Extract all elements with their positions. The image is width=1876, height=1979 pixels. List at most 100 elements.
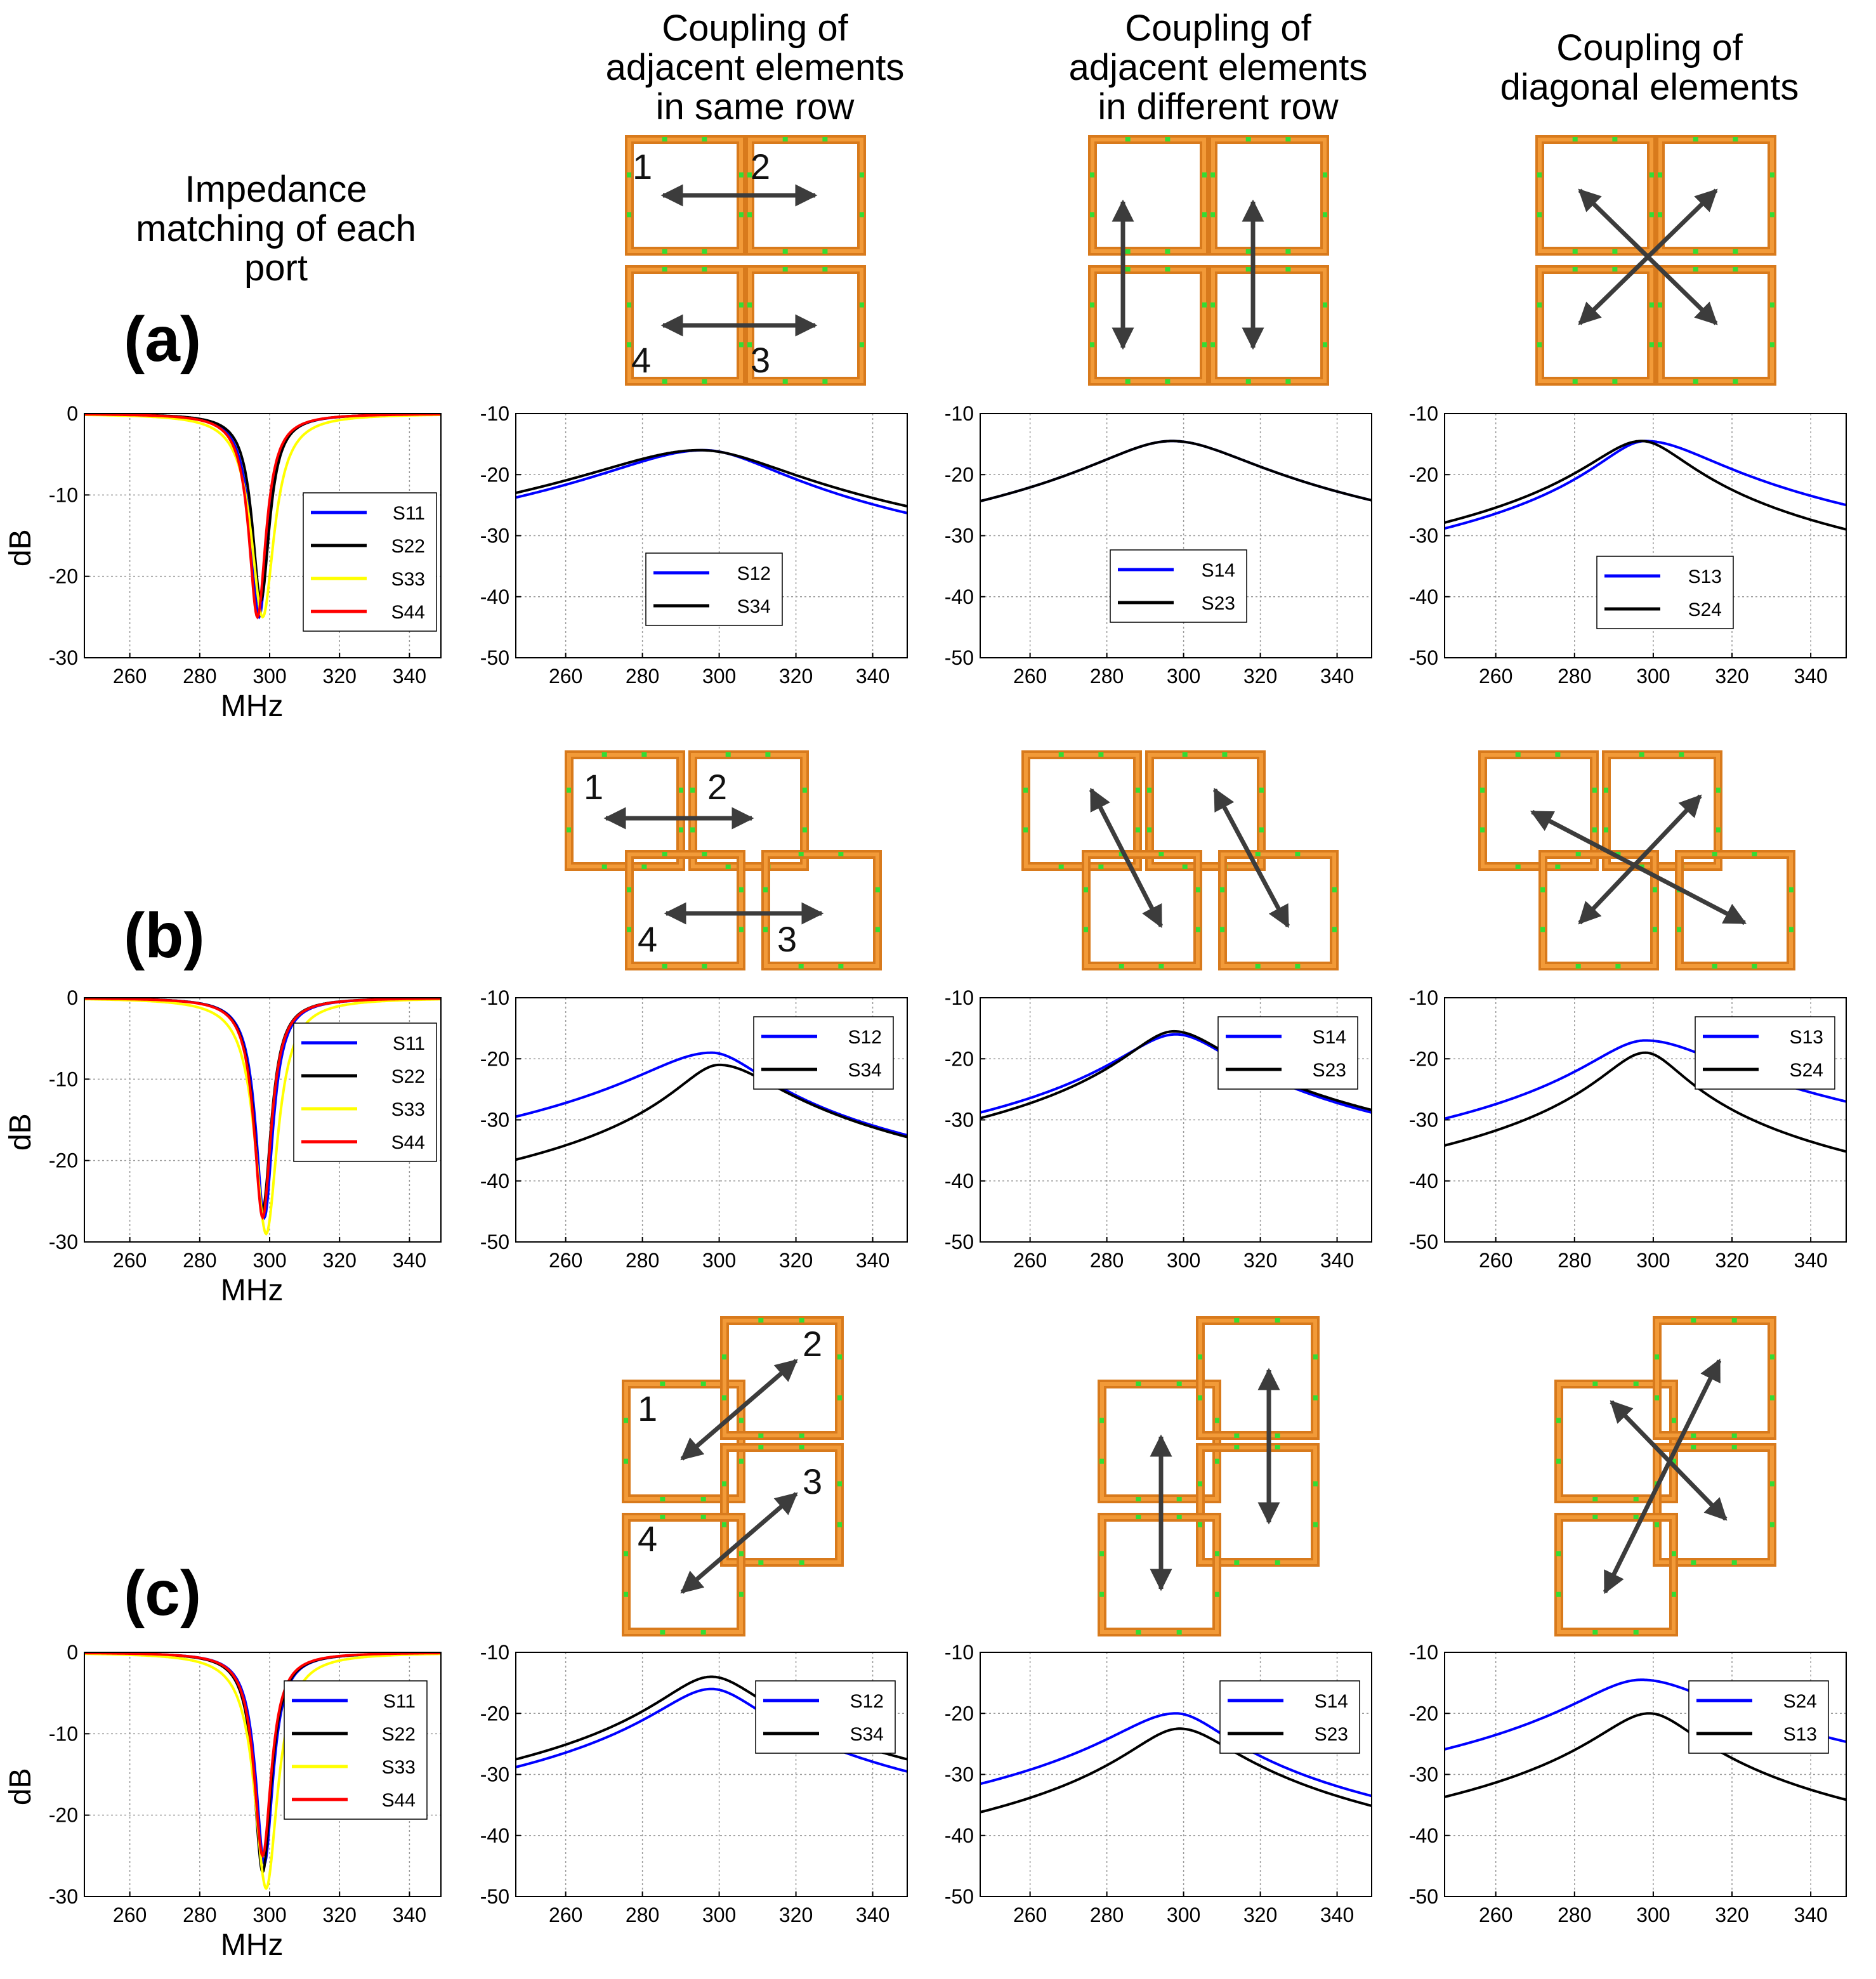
tuning-capacitor	[1480, 827, 1485, 833]
tuning-capacitor	[798, 852, 804, 856]
legend-box	[1596, 556, 1734, 629]
y-tick-label: -10	[480, 986, 509, 1009]
tuning-capacitor	[1234, 1445, 1240, 1449]
row-label-a: (a)	[124, 304, 202, 375]
legend-label-S14: S14	[1315, 1691, 1348, 1712]
x-tick-label: 280	[1558, 1904, 1591, 1926]
x-tick-label: 260	[113, 665, 147, 688]
tuning-capacitor	[782, 137, 788, 141]
tuning-capacitor	[1555, 865, 1561, 869]
tuning-capacitor	[1658, 172, 1662, 178]
tuning-capacitor	[1275, 1318, 1280, 1323]
coupling-arrow	[680, 1492, 798, 1594]
tuning-capacitor	[739, 212, 744, 218]
y-tick-label: -40	[480, 1824, 509, 1847]
legend: S11 S22 S33 S44	[293, 1022, 437, 1162]
tuning-capacitor	[1733, 249, 1738, 254]
tuning-capacitor	[1650, 302, 1654, 308]
tuning-capacitor	[1285, 249, 1291, 254]
tuning-capacitor	[1693, 249, 1698, 254]
plot-frame	[84, 997, 442, 1243]
tuning-capacitor	[758, 1560, 764, 1565]
x-tick-label: 320	[1715, 665, 1748, 688]
header-different-row: Coupling of adjacent elements in differe…	[1028, 9, 1408, 127]
tuning-capacitor	[860, 302, 864, 308]
plot-frame	[1444, 413, 1847, 658]
x-tick-label: 280	[183, 665, 216, 688]
chart-a3: 260 280 300 320 340 -10 -20 -30 -40 -50 S13 S24	[1409, 402, 1847, 688]
x-tick-label: 300	[1167, 665, 1200, 688]
legend-label-S24: S24	[1688, 599, 1722, 620]
tuning-capacitor	[567, 827, 571, 833]
tuning-capacitor	[1770, 1354, 1774, 1360]
x-tick-label: 260	[1479, 665, 1512, 688]
x-tick-label: 280	[626, 1904, 659, 1926]
tuning-capacitor	[1537, 212, 1542, 218]
tuning-capacitor	[1537, 302, 1542, 308]
tuning-capacitor	[860, 212, 864, 218]
legend-box	[1217, 1016, 1358, 1090]
tuning-capacitor	[1672, 1418, 1676, 1423]
x-tick-label: 280	[183, 1249, 216, 1272]
tuning-capacitor	[1556, 1418, 1561, 1423]
y-tick-label: -40	[945, 1824, 974, 1847]
tuning-capacitor	[1295, 852, 1301, 856]
series-line-S24	[1445, 1051, 1846, 1153]
legend: S24 S13	[1688, 1680, 1829, 1754]
y-tick-label: -40	[945, 1170, 974, 1192]
tuning-capacitor	[1165, 379, 1171, 384]
y-tick-label: -20	[1409, 1047, 1438, 1070]
series-line-S14	[980, 1712, 1372, 1798]
x-tick-label: 280	[1558, 1249, 1591, 1272]
tuning-capacitor	[702, 964, 707, 969]
tuning-capacitor	[627, 887, 631, 892]
x-tick-label: 300	[1636, 665, 1670, 688]
tuning-capacitor	[725, 752, 731, 757]
y-tick-label: -20	[945, 463, 974, 486]
tuning-capacitor	[1198, 1522, 1202, 1527]
tuning-capacitor	[1058, 752, 1064, 757]
legend-box	[645, 552, 783, 626]
series-line-S44	[84, 414, 441, 620]
port-label: 1	[584, 767, 603, 807]
tuning-capacitor	[1650, 172, 1654, 178]
coil-element	[1088, 265, 1209, 386]
tuning-capacitor	[662, 267, 667, 271]
series-line-S23	[980, 1727, 1372, 1813]
tuning-capacitor	[1098, 865, 1104, 869]
y-tick-label: -10	[49, 483, 78, 506]
tuning-capacitor	[1712, 964, 1717, 969]
tuning-capacitor	[1575, 964, 1581, 969]
tuning-capacitor	[758, 1318, 764, 1323]
tuning-capacitor	[1202, 302, 1207, 308]
legend-label-S13: S13	[1783, 1724, 1817, 1745]
y-axis-label: dB	[4, 529, 37, 566]
x-tick-label: 340	[856, 1904, 889, 1926]
x-tick-label: 280	[1090, 1904, 1124, 1926]
port-label: 4	[638, 1519, 657, 1558]
tuning-capacitor	[700, 1630, 706, 1635]
coupling-arrow	[1089, 787, 1164, 929]
tuning-capacitor	[1693, 267, 1698, 271]
chart-a1: 260 280 300 320 340 -10 -20 -30 -40 -50 S12 S34	[480, 402, 908, 688]
tuning-capacitor	[739, 302, 744, 308]
coil-loop-highlight	[1091, 268, 1206, 383]
tuning-capacitor	[1592, 1515, 1598, 1519]
tuning-capacitor	[1295, 964, 1301, 969]
coil-element	[1535, 135, 1656, 256]
coil-loop	[1209, 265, 1329, 386]
tuning-capacitor	[601, 752, 607, 757]
tuning-capacitor	[1084, 927, 1088, 932]
tuning-capacitor	[1285, 379, 1291, 384]
tuning-capacitor	[1125, 379, 1131, 384]
series-line-S33	[84, 1652, 441, 1891]
x-tick-label: 340	[393, 1249, 426, 1272]
x-tick-label: 260	[549, 1904, 582, 1926]
plot-frame	[84, 413, 442, 658]
x-tick-label: 340	[1794, 1904, 1827, 1926]
plot-frame	[980, 1652, 1372, 1897]
row-label-b: (b)	[124, 900, 205, 971]
x-axis-label: MHz	[221, 1928, 284, 1962]
y-tick-label: -50	[945, 1885, 974, 1908]
